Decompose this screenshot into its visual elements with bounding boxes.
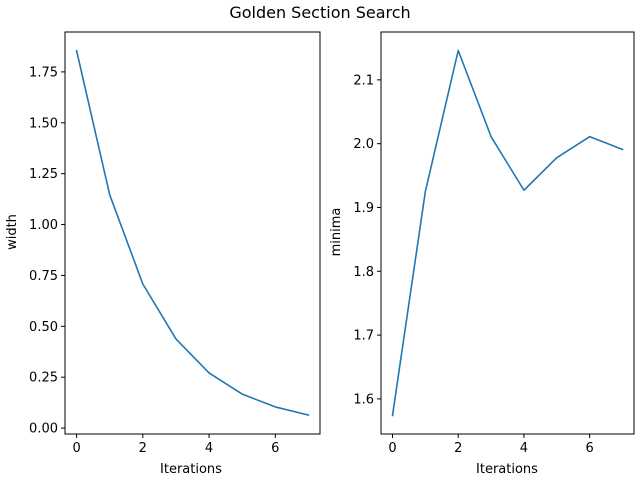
width-chart-xlabel: Iterations bbox=[160, 462, 222, 477]
minima-chart-ytick-label: 1.9 bbox=[353, 201, 374, 216]
width-chart-series-line bbox=[75, 49, 310, 417]
width-chart-xtick-label: 2 bbox=[139, 441, 147, 456]
minima-chart-ytick-label: 1.8 bbox=[353, 265, 374, 280]
width-chart-ytick-label: 1.25 bbox=[29, 167, 58, 182]
width-chart-xtick-label: 6 bbox=[271, 441, 279, 456]
figure-title: Golden Section Search bbox=[229, 3, 410, 22]
minima-chart-ytick-label: 2.0 bbox=[353, 137, 374, 152]
minima-chart-ytick-label: 1.7 bbox=[353, 329, 374, 344]
minima-chart-xtick-label: 4 bbox=[520, 441, 528, 456]
minima-chart-ytick-label: 2.1 bbox=[353, 73, 374, 88]
width-chart-panel: Iterations width 0 2 4 6 0.00 0.25 0.50 0.75 1.0… bbox=[5, 31, 321, 477]
width-chart-ytick-label: 0.75 bbox=[29, 269, 58, 284]
width-chart-ylabel: width bbox=[5, 214, 20, 250]
minima-chart-xtick-label: 2 bbox=[454, 441, 462, 456]
width-chart-ytick-label: 1.75 bbox=[29, 65, 58, 80]
width-chart-ytick-label: 0.25 bbox=[29, 371, 58, 386]
minima-chart-xtick-label: 0 bbox=[388, 441, 396, 456]
minima-chart-ytick-label: 1.6 bbox=[353, 392, 374, 407]
width-chart-ytick-label: 1.00 bbox=[29, 218, 58, 233]
width-chart-ytick-label: 0.50 bbox=[29, 320, 58, 335]
minima-chart-axes-frame bbox=[380, 31, 635, 435]
minima-chart-series-line bbox=[391, 49, 624, 417]
minima-chart-xlabel: Iterations bbox=[476, 462, 538, 477]
minima-chart-xtick-label: 6 bbox=[586, 441, 594, 456]
width-chart-axes-frame bbox=[64, 31, 321, 435]
width-chart-ytick-label: 0.00 bbox=[29, 422, 58, 437]
minima-chart-ylabel: minima bbox=[329, 208, 344, 257]
width-chart-xtick-label: 4 bbox=[205, 441, 213, 456]
width-chart-xtick-label: 0 bbox=[72, 441, 80, 456]
minima-chart-panel: Iterations minima 0 2 4 6 1.6 1.7 1.8 1.9 2.0 2.1 bbox=[329, 31, 635, 477]
width-chart-ytick-label: 1.50 bbox=[29, 116, 58, 131]
